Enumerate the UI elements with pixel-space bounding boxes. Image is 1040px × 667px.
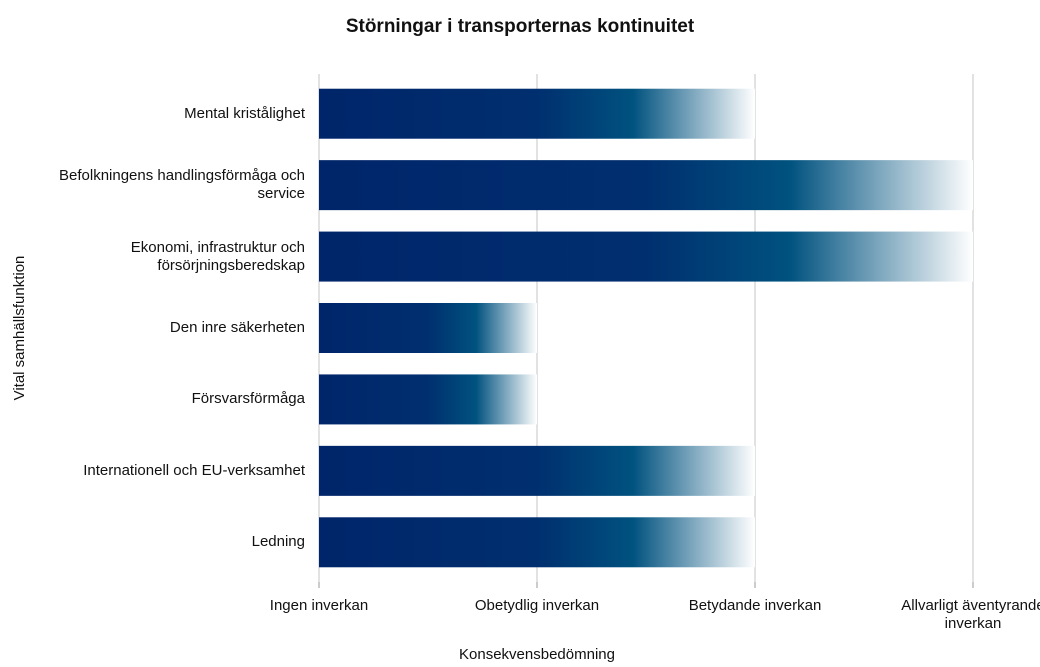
bar	[319, 374, 537, 425]
y-tick-label: Mental kristålighet	[184, 104, 305, 122]
y-tick-label: Försvarsförmåga	[191, 390, 305, 408]
x-tick-label: Allvarligt äventyrande inverkan	[901, 597, 1040, 632]
bar	[319, 231, 973, 282]
bar	[319, 517, 755, 568]
y-tick-label: Internationell och EU-verksamhet	[83, 461, 305, 479]
bar	[319, 88, 755, 139]
x-tick-label: Obetydlig inverkan	[474, 597, 600, 614]
bar	[319, 160, 973, 211]
y-tick-label: Den inre säkerheten	[169, 319, 305, 336]
y-tick-label: Befolkningens handlingsförmåga och servi…	[59, 167, 305, 203]
x-tick-label: Ingen inverkan	[269, 597, 369, 614]
chart-title: Störningar i transporternas kontinuitet	[345, 16, 695, 37]
x-tick-label: Betydande inverkan	[688, 597, 822, 614]
bar	[319, 445, 755, 496]
x-axis-title: Konsekvensbedömning	[459, 646, 615, 663]
y-tick-label: Ekonomi, infrastruktur och försörjningsb…	[130, 238, 305, 274]
bar	[319, 303, 537, 353]
y-tick-label: Ledning	[251, 533, 305, 551]
